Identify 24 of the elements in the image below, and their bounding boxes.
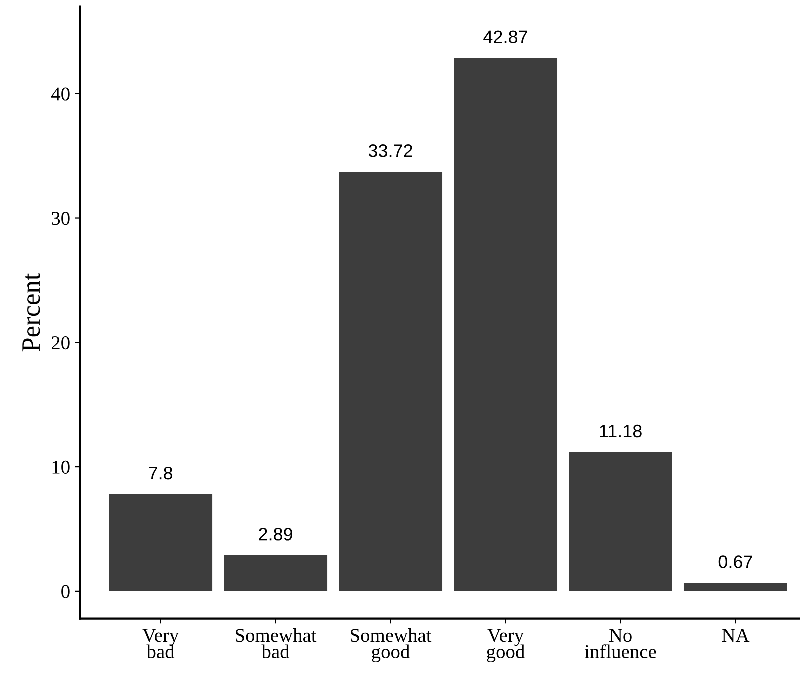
y-tick-label: 40 [52, 88, 70, 101]
y-tick-label: 0 [62, 585, 70, 598]
x-tick-label: Somewhat good [351, 628, 432, 662]
x-tick-label: NA [722, 629, 750, 642]
data-label: 7.8 [149, 466, 173, 480]
data-label: 2.89 [259, 528, 292, 541]
bar [454, 58, 558, 592]
x-tick-label: Very good [487, 629, 525, 662]
bar [109, 494, 213, 592]
y-axis-title: Percent [22, 273, 40, 352]
bar [569, 452, 672, 592]
bar [684, 583, 788, 592]
y-tick-label: 10 [52, 460, 70, 474]
data-label: 0.67 [718, 556, 752, 568]
data-label: 11.18 [600, 424, 642, 438]
x-tick-label: Very bad [142, 629, 180, 658]
x-tick-label: Somewhat bad [236, 628, 317, 658]
y-tick-label: 30 [52, 212, 70, 226]
x-tick-label: No influence [584, 629, 656, 658]
bar [224, 555, 328, 592]
data-label: 33.72 [368, 144, 412, 158]
data-label: 42.87 [484, 30, 528, 44]
y-tick-label: 20 [52, 336, 70, 350]
bar [339, 172, 443, 592]
